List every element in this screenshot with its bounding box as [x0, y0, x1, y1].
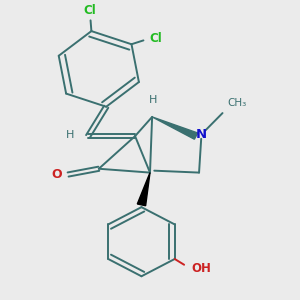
Text: Cl: Cl: [83, 4, 96, 16]
Polygon shape: [137, 172, 150, 206]
Text: H: H: [149, 95, 157, 105]
Text: Cl: Cl: [149, 32, 162, 45]
Text: OH: OH: [191, 262, 211, 275]
Polygon shape: [152, 117, 198, 139]
Text: CH₃: CH₃: [228, 98, 247, 109]
Text: O: O: [52, 168, 62, 181]
Text: N: N: [196, 128, 207, 141]
Text: H: H: [66, 130, 74, 140]
